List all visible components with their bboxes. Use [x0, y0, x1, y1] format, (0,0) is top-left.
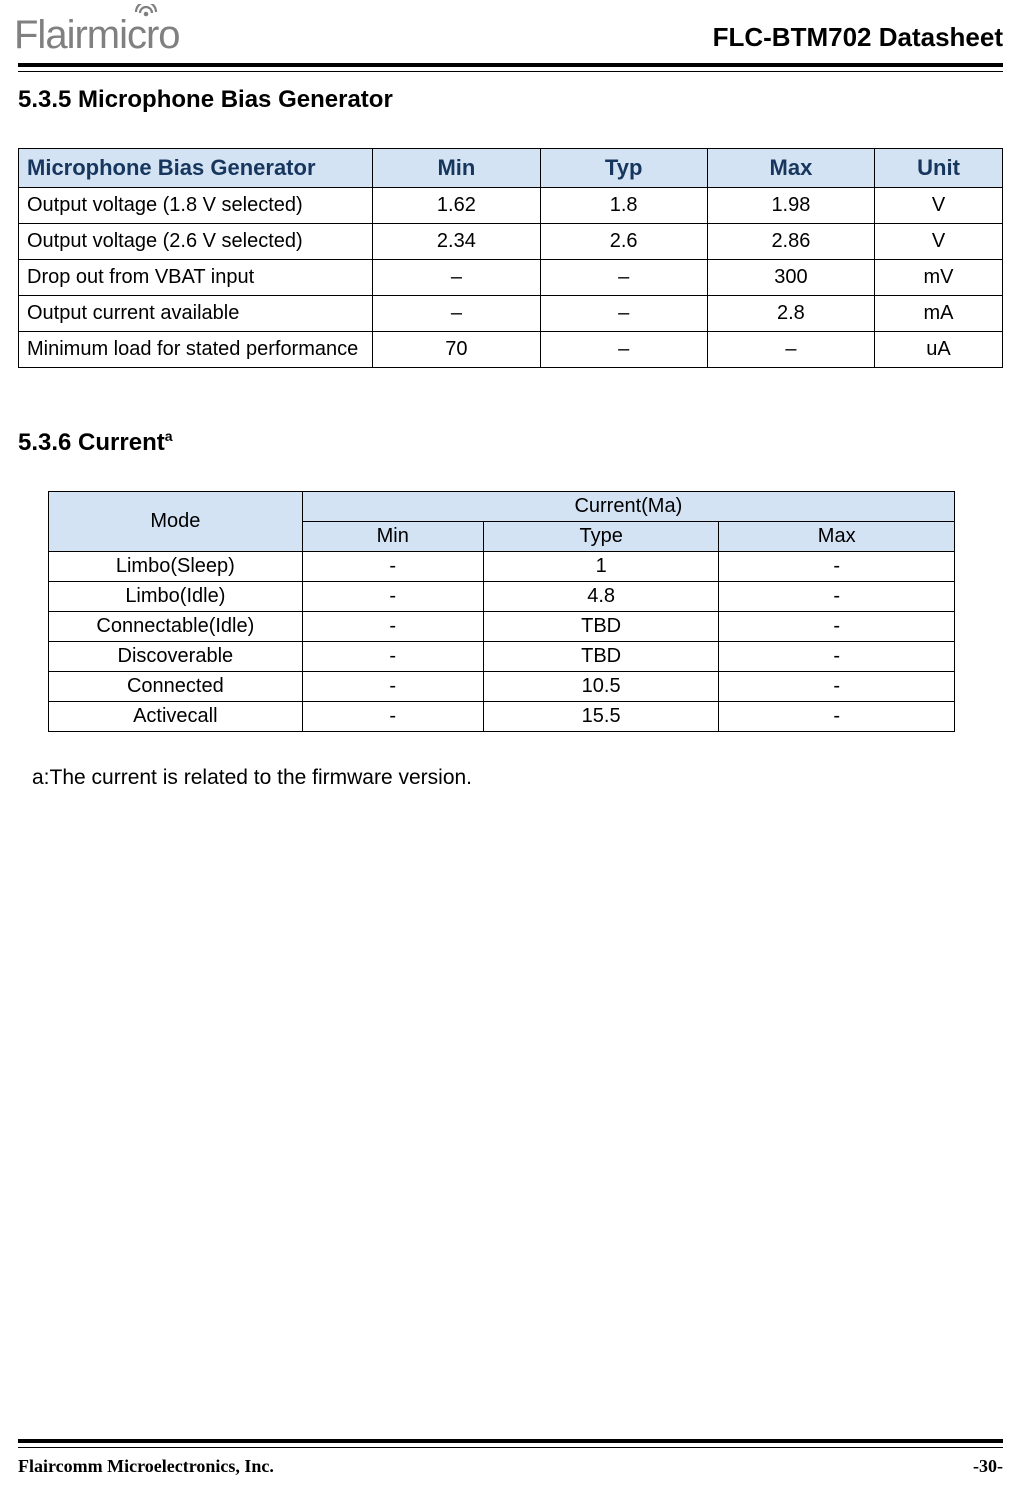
col-header-unit: Unit [875, 149, 1003, 188]
table-row: Output voltage (1.8 V selected) 1.62 1.8… [19, 188, 1003, 224]
cell-typ: – [540, 332, 707, 368]
table-row: Drop out from VBAT input – – 300 mV [19, 260, 1003, 296]
header-rule [18, 63, 1003, 72]
cell-min: - [302, 612, 483, 642]
cell-min: – [373, 296, 540, 332]
cell-param: Minimum load for stated performance [19, 332, 373, 368]
table-row: Connected - 10.5 - [49, 672, 955, 702]
cell-unit: mA [875, 296, 1003, 332]
cell-min: - [302, 702, 483, 732]
cell-type: TBD [483, 642, 719, 672]
cell-type: TBD [483, 612, 719, 642]
cell-unit: V [875, 188, 1003, 224]
cell-param: Output current available [19, 296, 373, 332]
table-body: Output voltage (1.8 V selected) 1.62 1.8… [19, 188, 1003, 368]
table-body: Limbo(Sleep) - 1 - Limbo(Idle) - 4.8 - C… [49, 552, 955, 732]
cell-type: 15.5 [483, 702, 719, 732]
table-row: Activecall - 15.5 - [49, 702, 955, 732]
cell-min: – [373, 260, 540, 296]
cell-mode: Discoverable [49, 642, 303, 672]
cell-max: - [719, 642, 955, 672]
cell-mode: Limbo(Idle) [49, 582, 303, 612]
document-title: FLC-BTM702 Datasheet [713, 22, 1003, 53]
col-header-group: Current(Ma) [302, 492, 954, 522]
cell-min: 2.34 [373, 224, 540, 260]
heading-sup: a [165, 428, 173, 444]
cell-unit: V [875, 224, 1003, 260]
table-row: Discoverable - TBD - [49, 642, 955, 672]
header-row: Flairmicro FLC-BTM702 Datasheet [18, 4, 1003, 59]
cell-typ: 1.8 [540, 188, 707, 224]
cell-type: 10.5 [483, 672, 719, 702]
table-header-row-1: Mode Current(Ma) [49, 492, 955, 522]
cell-mode: Connected [49, 672, 303, 702]
cell-param: Output voltage (1.8 V selected) [19, 188, 373, 224]
col-header-min: Min [302, 522, 483, 552]
cell-mode: Connectable(Idle) [49, 612, 303, 642]
table-row: Minimum load for stated performance 70 –… [19, 332, 1003, 368]
footer-rule [18, 1439, 1003, 1448]
table-current: Mode Current(Ma) Min Type Max Limbo(Slee… [48, 491, 955, 732]
cell-type: 1 [483, 552, 719, 582]
table-row: Connectable(Idle) - TBD - [49, 612, 955, 642]
cell-max: 1.98 [707, 188, 874, 224]
table-current-wrap: Mode Current(Ma) Min Type Max Limbo(Slee… [18, 491, 1003, 732]
cell-min: - [302, 672, 483, 702]
cell-mode: Limbo(Sleep) [49, 552, 303, 582]
company-logo: Flairmicro [14, 4, 224, 59]
col-header-type: Type [483, 522, 719, 552]
table-header-row: Microphone Bias Generator Min Typ Max Un… [19, 149, 1003, 188]
cell-param: Output voltage (2.6 V selected) [19, 224, 373, 260]
cell-max: - [719, 582, 955, 612]
page-header: Flairmicro FLC-BTM702 Datasheet [18, 0, 1003, 72]
cell-typ: – [540, 260, 707, 296]
cell-max: - [719, 612, 955, 642]
cell-max: – [707, 332, 874, 368]
cell-typ: – [540, 296, 707, 332]
cell-unit: mV [875, 260, 1003, 296]
cell-typ: 2.6 [540, 224, 707, 260]
table-row: Output voltage (2.6 V selected) 2.34 2.6… [19, 224, 1003, 260]
cell-max: 300 [707, 260, 874, 296]
cell-max: - [719, 702, 955, 732]
col-header-max: Max [707, 149, 874, 188]
cell-max: - [719, 552, 955, 582]
cell-max: - [719, 672, 955, 702]
page-footer: Flaircomm Microelectronics, Inc. -30- [18, 1439, 1003, 1477]
cell-min: 1.62 [373, 188, 540, 224]
svg-text:Flairmicro: Flairmicro [14, 13, 180, 54]
footer-row: Flaircomm Microelectronics, Inc. -30- [18, 1456, 1003, 1477]
cell-param: Drop out from VBAT input [19, 260, 373, 296]
section-heading-mic-bias: 5.3.5 Microphone Bias Generator [18, 86, 1003, 114]
cell-min: 70 [373, 332, 540, 368]
cell-min: - [302, 582, 483, 612]
col-header-min: Min [373, 149, 540, 188]
table-row: Output current available – – 2.8 mA [19, 296, 1003, 332]
cell-mode: Activecall [49, 702, 303, 732]
col-header-mode: Mode [49, 492, 303, 552]
col-header-max: Max [719, 522, 955, 552]
table-row: Limbo(Idle) - 4.8 - [49, 582, 955, 612]
footnote: a:The current is related to the firmware… [32, 766, 1003, 790]
table-mic-bias: Microphone Bias Generator Min Typ Max Un… [18, 148, 1003, 368]
footer-company: Flaircomm Microelectronics, Inc. [18, 1456, 274, 1477]
cell-max: 2.8 [707, 296, 874, 332]
cell-min: - [302, 642, 483, 672]
col-header-param: Microphone Bias Generator [19, 149, 373, 188]
cell-min: - [302, 552, 483, 582]
cell-max: 2.86 [707, 224, 874, 260]
col-header-typ: Typ [540, 149, 707, 188]
cell-type: 4.8 [483, 582, 719, 612]
section-heading-current: 5.3.6 Currenta [18, 428, 1003, 457]
footer-page: -30- [973, 1456, 1003, 1477]
heading-text: 5.3.6 Current [18, 429, 165, 456]
cell-unit: uA [875, 332, 1003, 368]
table-row: Limbo(Sleep) - 1 - [49, 552, 955, 582]
